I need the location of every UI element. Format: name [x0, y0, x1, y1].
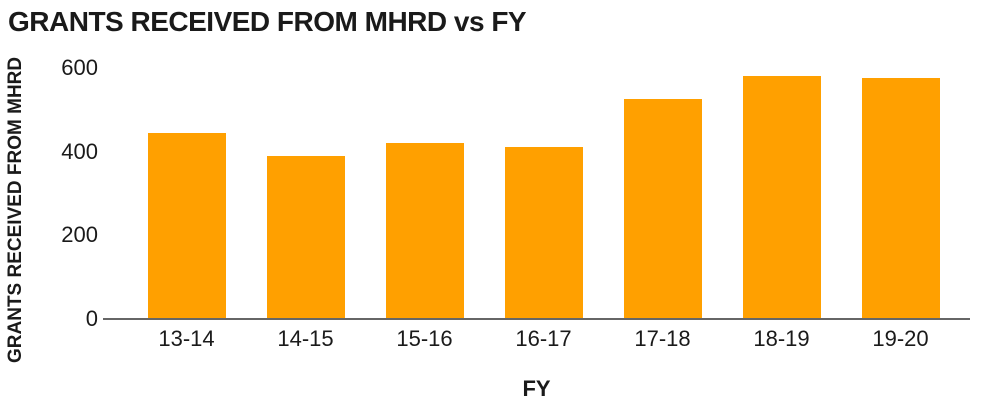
y-axis-tick-label: 200: [61, 222, 98, 248]
x-axis-title: FY: [522, 376, 551, 401]
x-axis-tick-label: 18-19: [753, 326, 810, 351]
x-axis-tick-label: 16-17: [515, 326, 572, 351]
y-axis-tick-label: 0: [85, 306, 98, 331]
bar-14-15: [266, 155, 345, 319]
x-axis-tick-label: 15-16: [396, 326, 453, 351]
x-axis-line: [103, 318, 970, 320]
plot-area: [103, 68, 970, 319]
x-axis-tick-label: 14-15: [277, 326, 334, 351]
x-axis-tick-label: 17-18: [634, 326, 691, 351]
bar-18-19: [742, 76, 821, 319]
chart-title: GRANTS RECEIVED FROM MHRD vs FY: [8, 6, 527, 37]
y-axis-tick-label: 400: [61, 138, 98, 164]
bar-13-14: [147, 132, 226, 319]
bar-16-17: [504, 147, 583, 319]
x-axis-tick-label: 13-14: [158, 326, 215, 351]
bar-19-20: [861, 78, 940, 319]
y-axis-tick-label: 600: [61, 55, 98, 80]
bar-15-16: [385, 143, 464, 319]
x-axis-tick-label: 19-20: [872, 326, 929, 351]
bar-17-18: [623, 99, 702, 319]
